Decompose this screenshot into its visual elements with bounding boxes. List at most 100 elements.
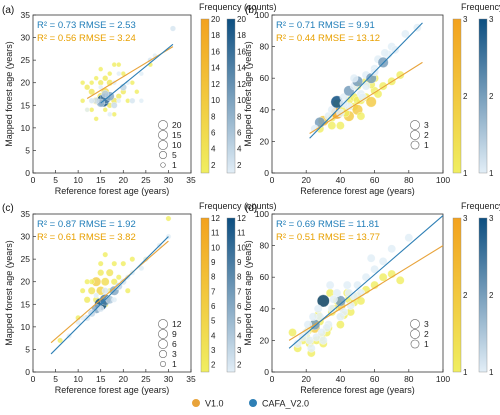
point-cafa: [322, 323, 331, 332]
x-axis-label: Reference forest age (years): [55, 186, 170, 196]
x-axis-label: Reference forest age (years): [300, 385, 415, 395]
size-legend-marker: [158, 329, 168, 339]
colorbar-v1-tick: 1: [463, 169, 468, 178]
x-tick-label: 10: [73, 175, 83, 185]
colorbar-cafa-tick: 6: [237, 302, 242, 311]
point-v1: [120, 260, 127, 267]
point-v1: [288, 328, 297, 337]
size-legend-marker: [410, 140, 420, 150]
x-tick-label: 20: [301, 374, 311, 384]
legend-marker-cafa: [249, 399, 257, 407]
size-legend-marker: [158, 120, 168, 130]
x-tick-label: 0: [31, 175, 36, 185]
point-v1: [124, 287, 131, 294]
point-v1: [115, 274, 122, 281]
size-legend-marker: [159, 349, 168, 358]
size-legend-marker: [158, 130, 168, 140]
x-tick-label: 35: [186, 374, 196, 384]
colorbar-cafa: [226, 217, 236, 373]
colorbar-cafa-tick: 12: [237, 214, 246, 223]
colorbar-v1: [200, 18, 210, 174]
point-cafa: [317, 294, 330, 308]
colorbar-cafa-tick: 2: [489, 92, 494, 101]
x-tick-label: 10: [73, 374, 83, 384]
colorbar-v1-tick: 2: [211, 361, 216, 370]
y-tick-label: 10: [21, 123, 31, 133]
point-cafa: [293, 339, 302, 348]
y-tick-label: 25: [21, 55, 31, 65]
y-tick-label: 0: [25, 367, 30, 377]
y-tick-label: 0: [264, 168, 269, 178]
chart-panel-a: (a)0 5 10 15 20 25 30 3505101520253035Reference…: [2, 2, 277, 196]
colorbar-cafa-tick: 20: [237, 15, 246, 24]
colorbar-v1-tick: 4: [211, 331, 216, 340]
y-tick-label: 40: [260, 304, 270, 314]
stats-cafa: R² = 0.71 RMSE = 9.91: [276, 20, 375, 31]
y-tick-label: 30: [21, 232, 31, 242]
colorbar-cafa-tick: 11: [237, 229, 246, 238]
x-tick-label: 60: [370, 374, 380, 384]
panel-label: (c): [2, 203, 14, 214]
point-v1: [93, 116, 99, 122]
point-v1: [57, 337, 63, 344]
colorbar-v1-tick: 2: [463, 92, 468, 101]
fit-line-v1: [288, 245, 444, 341]
x-tick-label: 40: [336, 175, 346, 185]
x-tick-label: 100: [436, 175, 450, 185]
point-v1: [84, 278, 91, 285]
point-cafa: [138, 265, 145, 272]
legend-label-cafa: CAFA_V2.0: [262, 399, 309, 409]
point-v1: [327, 121, 337, 130]
point-v1: [83, 296, 91, 304]
y-tick-label: 80: [260, 241, 270, 251]
colorbar-v1-tick: 6: [211, 128, 216, 137]
size-legend-label: 3: [172, 349, 177, 359]
x-axis-label: Reference forest age (years): [300, 186, 415, 196]
point-cafa: [107, 111, 113, 117]
y-tick-label: 100: [255, 209, 269, 219]
size-legend-marker: [410, 339, 420, 349]
colorbar-v1-tick: 2: [211, 161, 216, 170]
point-v1: [116, 62, 122, 68]
point-cafa: [324, 111, 333, 121]
point-cafa: [349, 73, 359, 83]
colorbar-v1-tick: 1: [463, 368, 468, 377]
x-tick-label: 0: [31, 374, 36, 384]
point-cafa: [116, 98, 122, 104]
y-tick-label: 0: [264, 367, 269, 377]
x-tick-label: 35: [186, 175, 196, 185]
y-tick-label: 20: [260, 335, 270, 345]
size-legend-label: 1: [424, 140, 429, 150]
colorbar-v1-tick: 3: [211, 346, 216, 355]
point-cafa: [353, 280, 362, 290]
colorbar-cafa: [478, 18, 488, 174]
y-tick-label: 80: [260, 42, 270, 52]
point-cafa: [110, 101, 118, 109]
colorbar-v1-tick: 20: [211, 15, 220, 24]
size-legend-label: 5: [172, 150, 177, 160]
size-legend-marker: [410, 130, 420, 140]
point-cafa: [343, 280, 352, 290]
point-cafa: [313, 304, 323, 314]
plot-frame: [32, 14, 192, 174]
plot-frame: [271, 213, 444, 373]
colorbar-cafa-tick: 1: [489, 368, 494, 377]
colorbar-cafa-tick: 2: [237, 361, 242, 370]
point-v1: [89, 107, 95, 113]
colorbar-v1-tick: 8: [211, 112, 216, 121]
colorbar-v1-tick: 18: [211, 31, 220, 40]
point-cafa: [378, 257, 388, 266]
size-legend-label: 3: [424, 319, 429, 329]
panel-label: (a): [2, 5, 14, 16]
x-tick-label: 40: [336, 374, 346, 384]
x-tick-label: 0: [270, 374, 275, 384]
y-tick-label: 40: [260, 105, 270, 115]
figure-legend: V1.0 CAFA_V2.0: [192, 399, 309, 409]
point-cafa: [308, 312, 318, 321]
point-cafa: [84, 107, 90, 113]
colorbar-cafa-tick: 7: [237, 287, 242, 296]
point-cafa: [380, 48, 390, 58]
size-legend-marker: [410, 329, 420, 339]
colorbar-cafa-tick: 10: [237, 243, 246, 252]
point-cafa: [390, 45, 400, 54]
